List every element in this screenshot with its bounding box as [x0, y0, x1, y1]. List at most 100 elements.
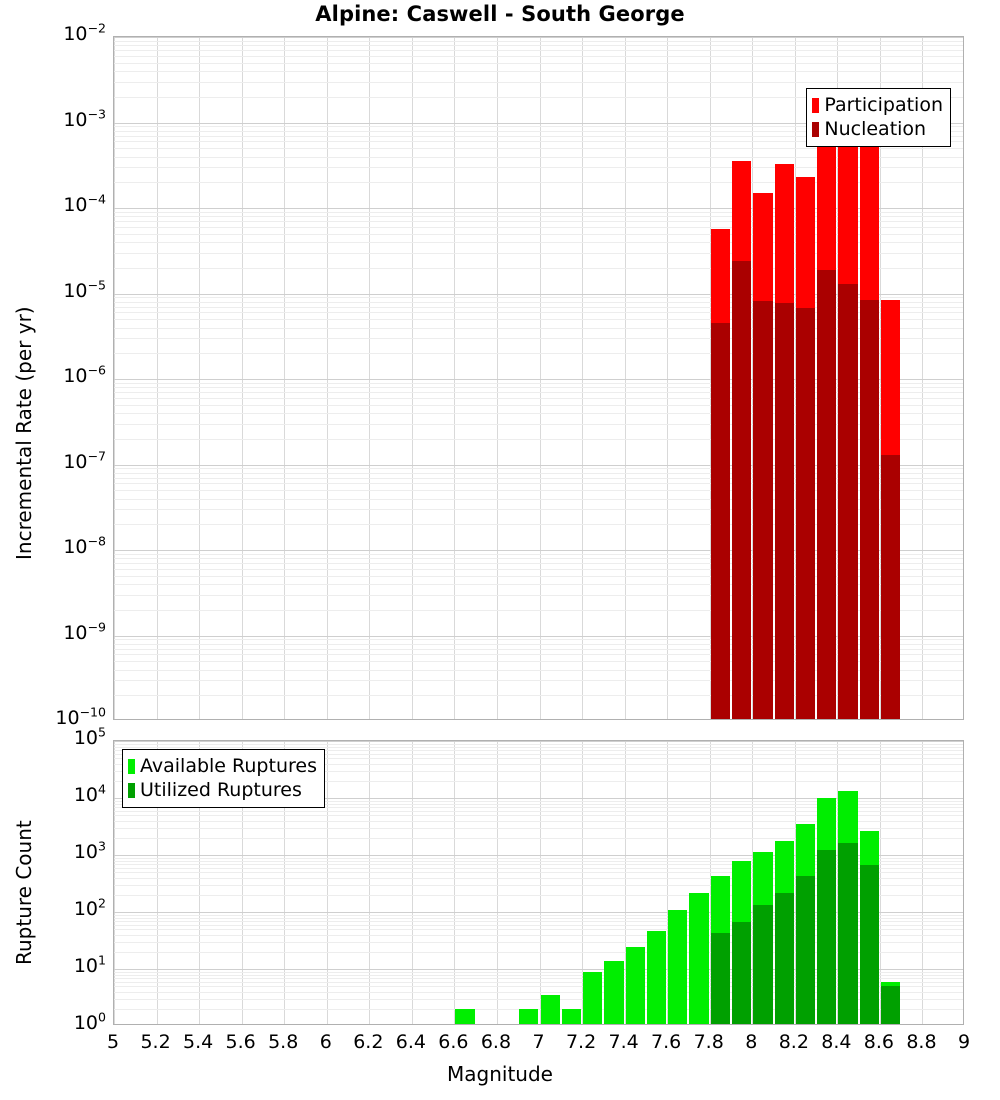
x-tick-label: 8.2 — [778, 1031, 809, 1053]
x-tick-label: 8.4 — [821, 1031, 852, 1053]
x-tick-label: 6.4 — [395, 1031, 426, 1053]
x-tick-label: 5.2 — [140, 1031, 171, 1053]
bar — [838, 140, 858, 719]
bar — [710, 876, 730, 1024]
x-tick-label: 8.6 — [863, 1031, 894, 1053]
bar-segment-overlay — [774, 893, 794, 1024]
bar — [774, 841, 794, 1024]
x-tick-label: 5.6 — [225, 1031, 256, 1053]
y-tick-label: 104 — [73, 781, 106, 806]
y-tick-label: 10−6 — [63, 362, 106, 387]
y-tick-label: 10−7 — [63, 448, 106, 473]
x-tick-label: 6.2 — [353, 1031, 384, 1053]
top-chart-y-tick-labels: 10−2 10−3 10−4 10−5 10−6 10−7 10−8 10−9 10−10 — [40, 0, 106, 1100]
bar — [455, 1008, 475, 1024]
x-axis-title: Magnitude — [447, 1062, 553, 1086]
bottom-chart-y-axis-title: Rupture Count — [12, 820, 36, 965]
legend-label-nucleation: Nucleation — [824, 117, 927, 140]
bar — [753, 851, 773, 1024]
y-tick-label: 102 — [73, 895, 106, 920]
legend-label-available-ruptures: Available Ruptures — [140, 754, 317, 777]
y-tick-label: 10−10 — [55, 704, 106, 729]
y-tick-label: 101 — [73, 952, 106, 977]
bar — [859, 146, 879, 719]
bar — [646, 931, 667, 1024]
bar-segment-overlay — [731, 260, 752, 719]
bar — [795, 177, 816, 719]
bar-segment-overlay — [795, 307, 816, 719]
legend-swatch-utilized-ruptures — [128, 782, 135, 798]
bar — [689, 893, 709, 1024]
bar-segment-overlay — [817, 269, 837, 719]
x-tick-label: 8 — [745, 1031, 758, 1053]
y-tick-label: 100 — [73, 1009, 106, 1034]
bar-segment-overlay — [859, 299, 879, 719]
bar-segment-overlay — [774, 302, 794, 719]
bar-segment-overlay — [838, 842, 858, 1024]
bar — [519, 1008, 539, 1024]
bottom-chart-legend: Available Ruptures Utilized Ruptures — [122, 749, 325, 808]
x-tick-label: 6.6 — [438, 1031, 469, 1053]
bar-segment-overlay — [817, 850, 837, 1024]
x-tick-label: 5 — [106, 1031, 120, 1053]
page-title: Alpine: Caswell - South George — [315, 2, 685, 26]
legend-label-participation: Participation — [824, 93, 943, 116]
bar — [753, 192, 773, 719]
x-tick-label: 7.4 — [608, 1031, 639, 1053]
bar-segment-overlay — [795, 876, 816, 1024]
y-tick-label: 103 — [73, 838, 106, 863]
x-tick-label: 9 — [957, 1031, 971, 1053]
bar-segment-overlay — [753, 905, 773, 1024]
top-chart-bars — [114, 37, 963, 719]
legend-item-nucleation: Nucleation — [812, 117, 943, 141]
bar-segment-overlay — [859, 864, 879, 1024]
y-tick-label: 10−4 — [63, 191, 106, 216]
x-tick-label: 8.8 — [906, 1031, 937, 1053]
bar — [880, 981, 901, 1024]
bar — [731, 861, 752, 1024]
bar-segment-overlay — [880, 986, 901, 1024]
x-tick-label: 6.8 — [480, 1031, 512, 1053]
y-tick-label: 10−3 — [63, 106, 106, 131]
legend-swatch-participation — [812, 97, 820, 113]
x-tick-label: 7.2 — [565, 1031, 597, 1053]
bar — [583, 971, 603, 1024]
legend-swatch-available-ruptures — [128, 758, 135, 774]
x-tick-label: 7.6 — [651, 1031, 682, 1053]
bar — [774, 163, 794, 719]
legend-item-available-ruptures: Available Ruptures — [128, 754, 317, 778]
y-tick-label: 105 — [73, 724, 106, 749]
x-tick-label: 7 — [532, 1031, 545, 1053]
bottom-chart-plot-area: Available Ruptures Utilized Ruptures — [113, 740, 964, 1025]
bottom-chart-y-tick-labels: 105 104 103 102 101 100 — [40, 0, 106, 1100]
bottom-chart-bars — [114, 741, 963, 1024]
top-chart-plot-area: Participation Nucleation — [113, 36, 964, 720]
top-chart-legend: Participation Nucleation — [806, 88, 951, 147]
bar — [795, 823, 816, 1024]
top-chart-y-axis-title: Incremental Rate (per yr) — [12, 306, 36, 560]
bar-segment-overlay — [731, 921, 752, 1024]
bar-segment-overlay — [880, 454, 901, 719]
bar-segment-overlay — [753, 300, 773, 719]
x-tick-label: 5.8 — [268, 1031, 299, 1053]
bar — [838, 790, 858, 1024]
bar — [625, 947, 645, 1024]
y-tick-label: 10−8 — [63, 533, 106, 558]
y-tick-label: 10−5 — [63, 277, 106, 302]
y-tick-label: 10−2 — [63, 20, 106, 45]
y-tick-label: 10−9 — [63, 619, 106, 644]
bar — [817, 798, 837, 1024]
bar — [731, 161, 752, 719]
bar — [561, 1008, 582, 1024]
x-tick-label: 7.8 — [693, 1031, 724, 1053]
bar — [817, 132, 837, 719]
legend-swatch-nucleation — [812, 121, 820, 137]
legend-label-utilized-ruptures: Utilized Ruptures — [140, 778, 302, 801]
bar-segment-overlay — [710, 933, 730, 1024]
legend-item-participation: Participation — [812, 93, 943, 117]
bar-segment-overlay — [838, 283, 858, 719]
bar — [710, 228, 730, 719]
bar-segment-overlay — [710, 323, 730, 719]
bar — [604, 960, 624, 1024]
